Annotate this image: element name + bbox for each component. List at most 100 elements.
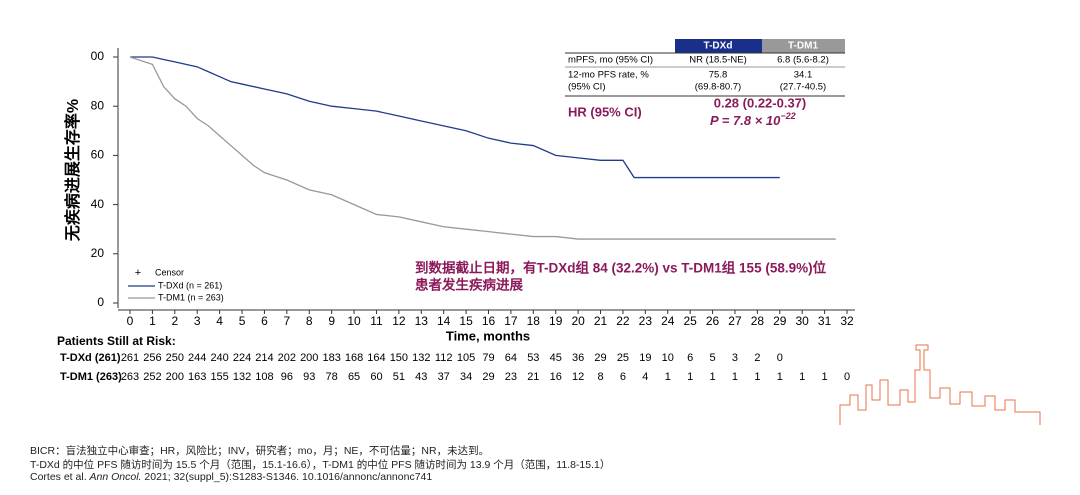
x-tick-label: 22 <box>616 314 630 328</box>
risk-value: 96 <box>281 371 293 383</box>
risk-value: 19 <box>639 352 651 364</box>
x-tick-label: 24 <box>661 314 675 328</box>
x-tick-label: 15 <box>459 314 473 328</box>
x-tick-label: 11 <box>370 314 383 328</box>
risk-value: 256 <box>143 352 161 364</box>
risk-value: 12 <box>572 371 584 383</box>
x-tick-label: 14 <box>437 314 451 328</box>
x-tick-label: 8 <box>306 314 313 328</box>
x-tick-label: 7 <box>284 314 291 328</box>
x-tick-label: 23 <box>639 314 653 328</box>
risk-value: 1 <box>777 371 783 383</box>
risk-value: 112 <box>435 352 453 364</box>
x-tick-label: 26 <box>706 314 720 328</box>
table-cell: (27.7-40.5) <box>780 82 826 93</box>
risk-value: 244 <box>188 352 206 364</box>
risk-value: 1 <box>754 371 760 383</box>
annotation: 患者发生疾病进展 <box>415 277 523 293</box>
risk-row-label: T-DM1 (263) <box>60 371 122 383</box>
risk-value: 93 <box>303 371 315 383</box>
table-cell: 75.8 <box>709 70 728 81</box>
x-tick-label: 9 <box>328 314 335 328</box>
risk-value: 5 <box>710 352 716 364</box>
p-exponent: −22 <box>780 111 795 121</box>
y-axis-label: 无疾病进展生存率% <box>63 99 82 242</box>
risk-value: 132 <box>233 371 251 383</box>
annotation: 到数据截止日期，有T-DXd组 84 (32.2%) vs T-DM1组 155… <box>415 260 827 276</box>
risk-value: 250 <box>166 352 184 364</box>
legend-title: Censor <box>155 267 184 277</box>
risk-value: 2 <box>754 352 760 364</box>
x-axis-label: Time, months <box>446 328 530 343</box>
x-tick-label: 32 <box>840 314 854 328</box>
x-tick-label: 3 <box>194 314 201 328</box>
risk-value: 3 <box>732 352 738 364</box>
risk-value: 200 <box>166 371 184 383</box>
x-tick-label: 12 <box>392 314 406 328</box>
x-tick-label: 2 <box>171 314 178 328</box>
risk-value: 1 <box>687 371 693 383</box>
risk-value: 25 <box>617 352 629 364</box>
x-tick-label: 31 <box>818 314 832 328</box>
x-tick-label: 21 <box>594 314 608 328</box>
risk-value: 4 <box>642 371 648 383</box>
table-cell: (69.8-80.7) <box>695 82 741 93</box>
risk-value: 164 <box>367 352 385 364</box>
risk-value: 78 <box>326 371 338 383</box>
x-tick-label: 29 <box>773 314 787 328</box>
table-header: T-DXd <box>704 41 733 52</box>
risk-value: 53 <box>527 352 539 364</box>
footnote-text: 2021; 32(suppl_5):S1283-S1346. 10.1016/a… <box>141 471 433 483</box>
risk-value: 1 <box>799 371 805 383</box>
x-tick-label: 1 <box>149 314 156 328</box>
risk-value: 105 <box>457 352 475 364</box>
survival-curve <box>130 56 780 179</box>
x-tick-label: 5 <box>239 314 246 328</box>
y-tick-label: 00 <box>91 49 105 63</box>
risk-value: 0 <box>844 371 850 383</box>
risk-value: 202 <box>278 352 296 364</box>
p-value: P = 7.8 × 10−22 <box>710 111 796 128</box>
risk-value: 1 <box>732 371 738 383</box>
hr-value: 0.28 (0.22-0.37) <box>714 95 807 110</box>
risk-value: 1 <box>822 371 828 383</box>
header-bg <box>762 39 845 53</box>
risk-value: 43 <box>415 371 427 383</box>
legend-label: T-DXd (n = 261) <box>158 280 222 290</box>
risk-value: 10 <box>662 352 674 364</box>
risk-value: 36 <box>572 352 584 364</box>
x-tick-label: 25 <box>683 314 697 328</box>
risk-value: 132 <box>412 352 430 364</box>
risk-value: 214 <box>255 352 273 364</box>
y-tick-label: 60 <box>91 148 105 162</box>
risk-value: 261 <box>121 352 139 364</box>
table-cell: 34.1 <box>794 70 813 81</box>
risk-value: 108 <box>255 371 273 383</box>
risk-value: 65 <box>348 371 360 383</box>
risk-value: 29 <box>594 352 606 364</box>
risk-value: 79 <box>482 352 494 364</box>
risk-value: 23 <box>505 371 517 383</box>
skyline <box>839 344 1041 425</box>
risk-value: 6 <box>620 371 626 383</box>
x-tick-label: 0 <box>127 314 134 328</box>
footnote-text: Cortes et al. <box>30 471 90 483</box>
risk-value: 168 <box>345 352 363 364</box>
risk-value: 1 <box>665 371 671 383</box>
risk-value: 252 <box>143 371 161 383</box>
risk-value: 8 <box>597 371 603 383</box>
risk-value: 6 <box>687 352 693 364</box>
risk-value: 150 <box>390 352 408 364</box>
x-tick-label: 20 <box>571 314 585 328</box>
risk-value: 163 <box>188 371 206 383</box>
table-cell: NR (18.5-NE) <box>689 55 747 66</box>
x-tick-label: 18 <box>527 314 541 328</box>
risk-value: 64 <box>505 352 517 364</box>
risk-value: 16 <box>550 371 562 383</box>
y-tick-label: 20 <box>91 246 105 260</box>
table-cell: 6.8 (5.6-8.2) <box>777 55 829 66</box>
risk-value: 0 <box>777 352 783 364</box>
footnote: BICR：盲法独立中心审查；HR，风险比；INV，研究者；mo，月；NE，不可估… <box>30 445 490 457</box>
